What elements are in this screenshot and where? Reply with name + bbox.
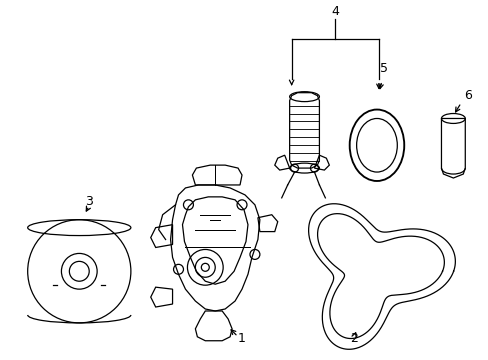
Text: 3: 3 — [85, 195, 93, 208]
Text: 1: 1 — [238, 332, 245, 345]
Text: 5: 5 — [379, 62, 387, 75]
Text: 4: 4 — [331, 5, 339, 18]
Text: 6: 6 — [464, 89, 471, 102]
Text: 2: 2 — [349, 332, 357, 345]
